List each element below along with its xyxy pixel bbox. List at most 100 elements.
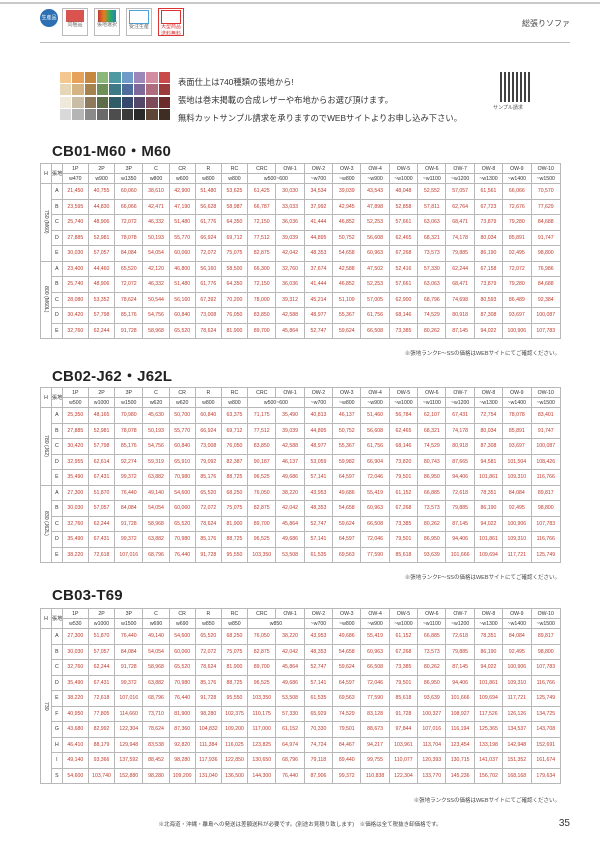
fabric-swatch-grid: [60, 72, 170, 120]
price-cell: 85,618: [388, 546, 419, 563]
qr-code-icon[interactable]: [500, 72, 530, 102]
price-cell: 50,544: [142, 291, 170, 308]
table-row: E 35,490 67,431 99,372 63,882 70,980 85,176 88,…: [41, 469, 561, 486]
price-cell: 78,351: [473, 628, 504, 645]
rank-label: F: [50, 705, 63, 722]
price-cell: 125,749: [530, 690, 561, 707]
price-cell: 109,200: [220, 721, 249, 738]
price-cell: 55,419: [360, 628, 390, 645]
price-cell: 25,740: [61, 276, 89, 293]
rank-label: B: [50, 500, 63, 517]
price-cell: 73,879: [473, 214, 504, 231]
price-cell: 51,480: [168, 276, 196, 293]
price-cell: 92,495: [502, 245, 532, 262]
section-title: CB03-T69: [52, 587, 123, 604]
price-cell: 66,508: [360, 322, 390, 339]
intro-line: 表面仕上は740種類の張地から!: [178, 77, 294, 87]
column-header: C: [142, 163, 170, 174]
column-header: OW-5: [388, 608, 419, 619]
price-cell: 107,016: [114, 690, 144, 707]
width-header: w1350: [114, 173, 144, 184]
price-cell: 67,392: [194, 291, 222, 308]
price-cell: 54,054: [142, 245, 170, 262]
price-cell: 76,440: [168, 546, 196, 563]
price-cell: 48,977: [303, 438, 334, 455]
table-row: B 30,030 57,057 84,084 54,054 60,060 72,072 75,…: [41, 500, 561, 517]
price-cell: 125,365: [473, 721, 504, 738]
price-cell: 25,350: [61, 407, 89, 424]
price-cell: 42,042: [275, 245, 305, 262]
price-cell: 21,450: [61, 183, 89, 200]
price-cell: 59,624: [332, 322, 362, 339]
price-cell: 70,330: [303, 721, 334, 738]
price-cell: 30,420: [61, 438, 89, 455]
price-cell: 101,666: [445, 546, 475, 563]
table-row: 780 (J62) A 25,350 48,165 70,980 45,630 50,700…: [40, 407, 561, 486]
price-cell: 129,948: [114, 736, 144, 753]
width-header: w600: [168, 173, 196, 184]
price-cell: 23,400: [61, 260, 89, 277]
price-cell: 23,595: [61, 198, 89, 215]
price-cell: 72,676: [502, 198, 532, 215]
price-cell: 76,986: [530, 260, 561, 277]
price-cell: 62,614: [87, 453, 116, 470]
price-cell: 58,968: [142, 659, 170, 676]
column-header: OW-10: [530, 163, 561, 174]
price-cell: 52,747: [303, 659, 334, 676]
price-cell: 72,150: [247, 214, 277, 231]
price-cell: 65,520: [168, 659, 196, 676]
price-cell: 30,030: [61, 245, 89, 262]
price-cell: 68,471: [445, 214, 475, 231]
price-table: H 張地 1P 2P 3P C CR R RC CRC OW-1 OW-2 OW-3 OW-4 OW-5 OW…: [40, 608, 561, 784]
price-cell: 94,406: [445, 531, 475, 548]
price-cell: 49,686: [332, 628, 362, 645]
width-header: ~w1200: [445, 397, 475, 408]
price-cell: 107,016: [417, 721, 447, 738]
rank-label: C: [50, 659, 63, 676]
price-cell: 85,891: [502, 229, 532, 246]
price-cell: 53,352: [87, 291, 116, 308]
price-cell: 55,770: [168, 229, 196, 246]
price-cell: 86,190: [473, 500, 504, 517]
price-cell: 73,385: [388, 322, 419, 339]
width-header: ~w1100: [417, 618, 447, 629]
price-cell: 38,220: [61, 546, 89, 563]
width-header: w800: [220, 173, 249, 184]
rank-label: B: [50, 198, 63, 215]
price-cell: 36,036: [275, 214, 305, 231]
column-header: OW-2: [303, 387, 334, 398]
price-cell: 55,770: [168, 422, 196, 439]
price-cell: 83,850: [247, 438, 277, 455]
price-cell: 35,490: [61, 674, 89, 691]
price-cell: 35,490: [61, 469, 89, 486]
price-cell: 63,882: [142, 674, 170, 691]
price-cell: 57,661: [388, 214, 419, 231]
column-header: OW-1: [275, 608, 305, 619]
price-cell: 68,471: [445, 276, 475, 293]
column-header: OW-4: [360, 387, 390, 398]
intro-line: 無料カットサンプル請求を承りますのでWEBサイトよりお申し込み下さい。: [178, 113, 462, 123]
price-cell: 101,504: [502, 453, 532, 470]
table-row: I 49,140 93,366 137,592 88,452 98,280 117,936 1…: [41, 752, 561, 769]
price-cell: 49,686: [275, 674, 305, 691]
column-header: OW-1: [275, 163, 305, 174]
width-header: w690: [142, 618, 170, 629]
price-cell: 57,057: [87, 643, 116, 660]
price-cell: 57,330: [417, 260, 447, 277]
price-cell: 98,280: [168, 752, 196, 769]
price-cell: 79,118: [303, 752, 334, 769]
width-header: w470: [61, 173, 89, 184]
price-cell: 41,444: [303, 214, 334, 231]
price-cell: 79,501: [332, 721, 362, 738]
free-shipping-icon: 大型商品 送料無料: [158, 8, 184, 37]
price-cell: 81,900: [168, 705, 196, 722]
price-cell: 94,406: [445, 469, 475, 486]
column-header: CR: [168, 608, 196, 619]
width-header: w690: [168, 618, 196, 629]
column-header: OW-6: [417, 163, 447, 174]
column-header: C: [142, 387, 170, 398]
price-cell: 28,080: [61, 291, 89, 308]
price-cell: 116,766: [530, 531, 561, 548]
width-header: w900: [87, 173, 116, 184]
price-cell: 123,825: [247, 736, 277, 753]
